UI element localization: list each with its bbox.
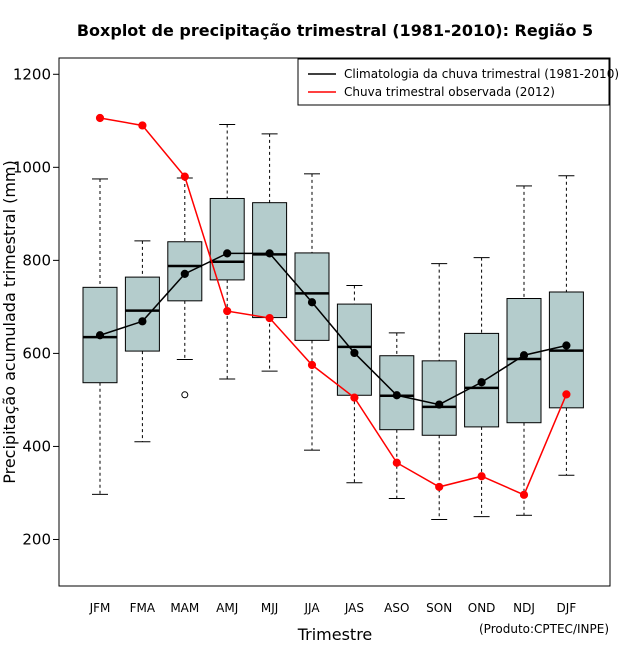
x-tick-label: NDJ — [513, 601, 535, 615]
credit-label: (Produto:CPTEC/INPE) — [479, 622, 609, 636]
box-DJF — [548, 175, 584, 476]
y-axis: 200 400 600 800 1000 1200 — [13, 65, 59, 548]
legend-label-observed: Chuva trimestral observada (2012) — [344, 85, 555, 99]
box-body — [252, 202, 288, 319]
y-tick-label: 400 — [22, 437, 51, 455]
series-point — [392, 391, 401, 400]
boxes — [82, 124, 584, 520]
series-point — [562, 341, 571, 350]
series-point — [350, 393, 359, 402]
box-body — [124, 276, 160, 352]
box-ASO — [379, 332, 415, 500]
box-JJA — [294, 173, 330, 451]
legend-box — [297, 58, 610, 106]
series-point — [307, 360, 317, 370]
series-point — [95, 331, 105, 340]
box-NDJ — [506, 185, 542, 516]
box-body — [506, 298, 542, 424]
legend: Climatologia da chuva trimestral (1981-2… — [297, 58, 619, 106]
series-point — [138, 121, 147, 130]
series-point — [477, 378, 486, 387]
series-point — [265, 249, 274, 258]
series-point — [562, 390, 571, 399]
series-lines — [95, 113, 571, 499]
outlier-point — [181, 391, 189, 399]
x-tick-label: JFM — [89, 601, 111, 615]
box-FMA — [124, 240, 160, 443]
series-point — [477, 472, 486, 481]
y-tick-label: 200 — [22, 530, 51, 548]
x-tick-label: AMJ — [216, 601, 238, 615]
legend-label-climatology: Climatologia da chuva trimestral (1981-2… — [344, 67, 619, 81]
box-AMJ — [209, 124, 245, 380]
series-point — [435, 482, 444, 492]
chart-title: Boxplot de precipitação trimestral (1981… — [77, 21, 593, 40]
box-body — [82, 286, 118, 384]
series-point — [223, 249, 232, 258]
box-SON — [421, 263, 457, 520]
x-tick-label: MAM — [170, 601, 199, 615]
plot-frame — [58, 57, 611, 587]
series-point — [519, 351, 529, 360]
series-point — [138, 317, 147, 326]
series-point — [350, 348, 359, 358]
series-point — [519, 490, 529, 499]
series-point — [392, 458, 401, 467]
y-tick-label: 1000 — [13, 158, 51, 176]
box-body — [294, 252, 330, 341]
x-tick-label: FMA — [130, 601, 156, 615]
series-point — [180, 269, 189, 278]
series-point — [180, 172, 189, 181]
y-axis-label: Precipitação acumulada trimestral (mm) — [0, 160, 19, 484]
y-tick-label: 800 — [22, 251, 51, 269]
series-point — [223, 306, 232, 316]
series-point — [307, 298, 317, 307]
x-tick-label: JAS — [344, 601, 364, 615]
series-climatology — [95, 249, 571, 409]
box-body — [209, 197, 245, 281]
series-line — [99, 252, 567, 406]
x-axis: JFM FMA MAM AMJ MJJ JJA JAS ASO SON OND NDJ DJF — [89, 601, 577, 615]
series-point — [435, 400, 444, 409]
x-tick-label: SON — [426, 601, 452, 615]
x-tick-label: ASO — [384, 601, 409, 615]
x-tick-label: JJA — [303, 601, 320, 615]
series-line — [99, 117, 568, 496]
x-tick-label: OND — [468, 601, 496, 615]
x-axis-label: Trimestre — [297, 625, 373, 644]
y-tick-label: 1200 — [13, 65, 51, 83]
box-JAS — [336, 284, 372, 484]
x-tick-label: MJJ — [261, 601, 278, 615]
x-tick-label: DJF — [557, 601, 577, 615]
box-MJJ — [252, 133, 288, 372]
series-point — [95, 113, 105, 123]
series-point — [265, 313, 274, 323]
y-tick-label: 600 — [22, 344, 51, 362]
series-observed — [95, 113, 571, 499]
